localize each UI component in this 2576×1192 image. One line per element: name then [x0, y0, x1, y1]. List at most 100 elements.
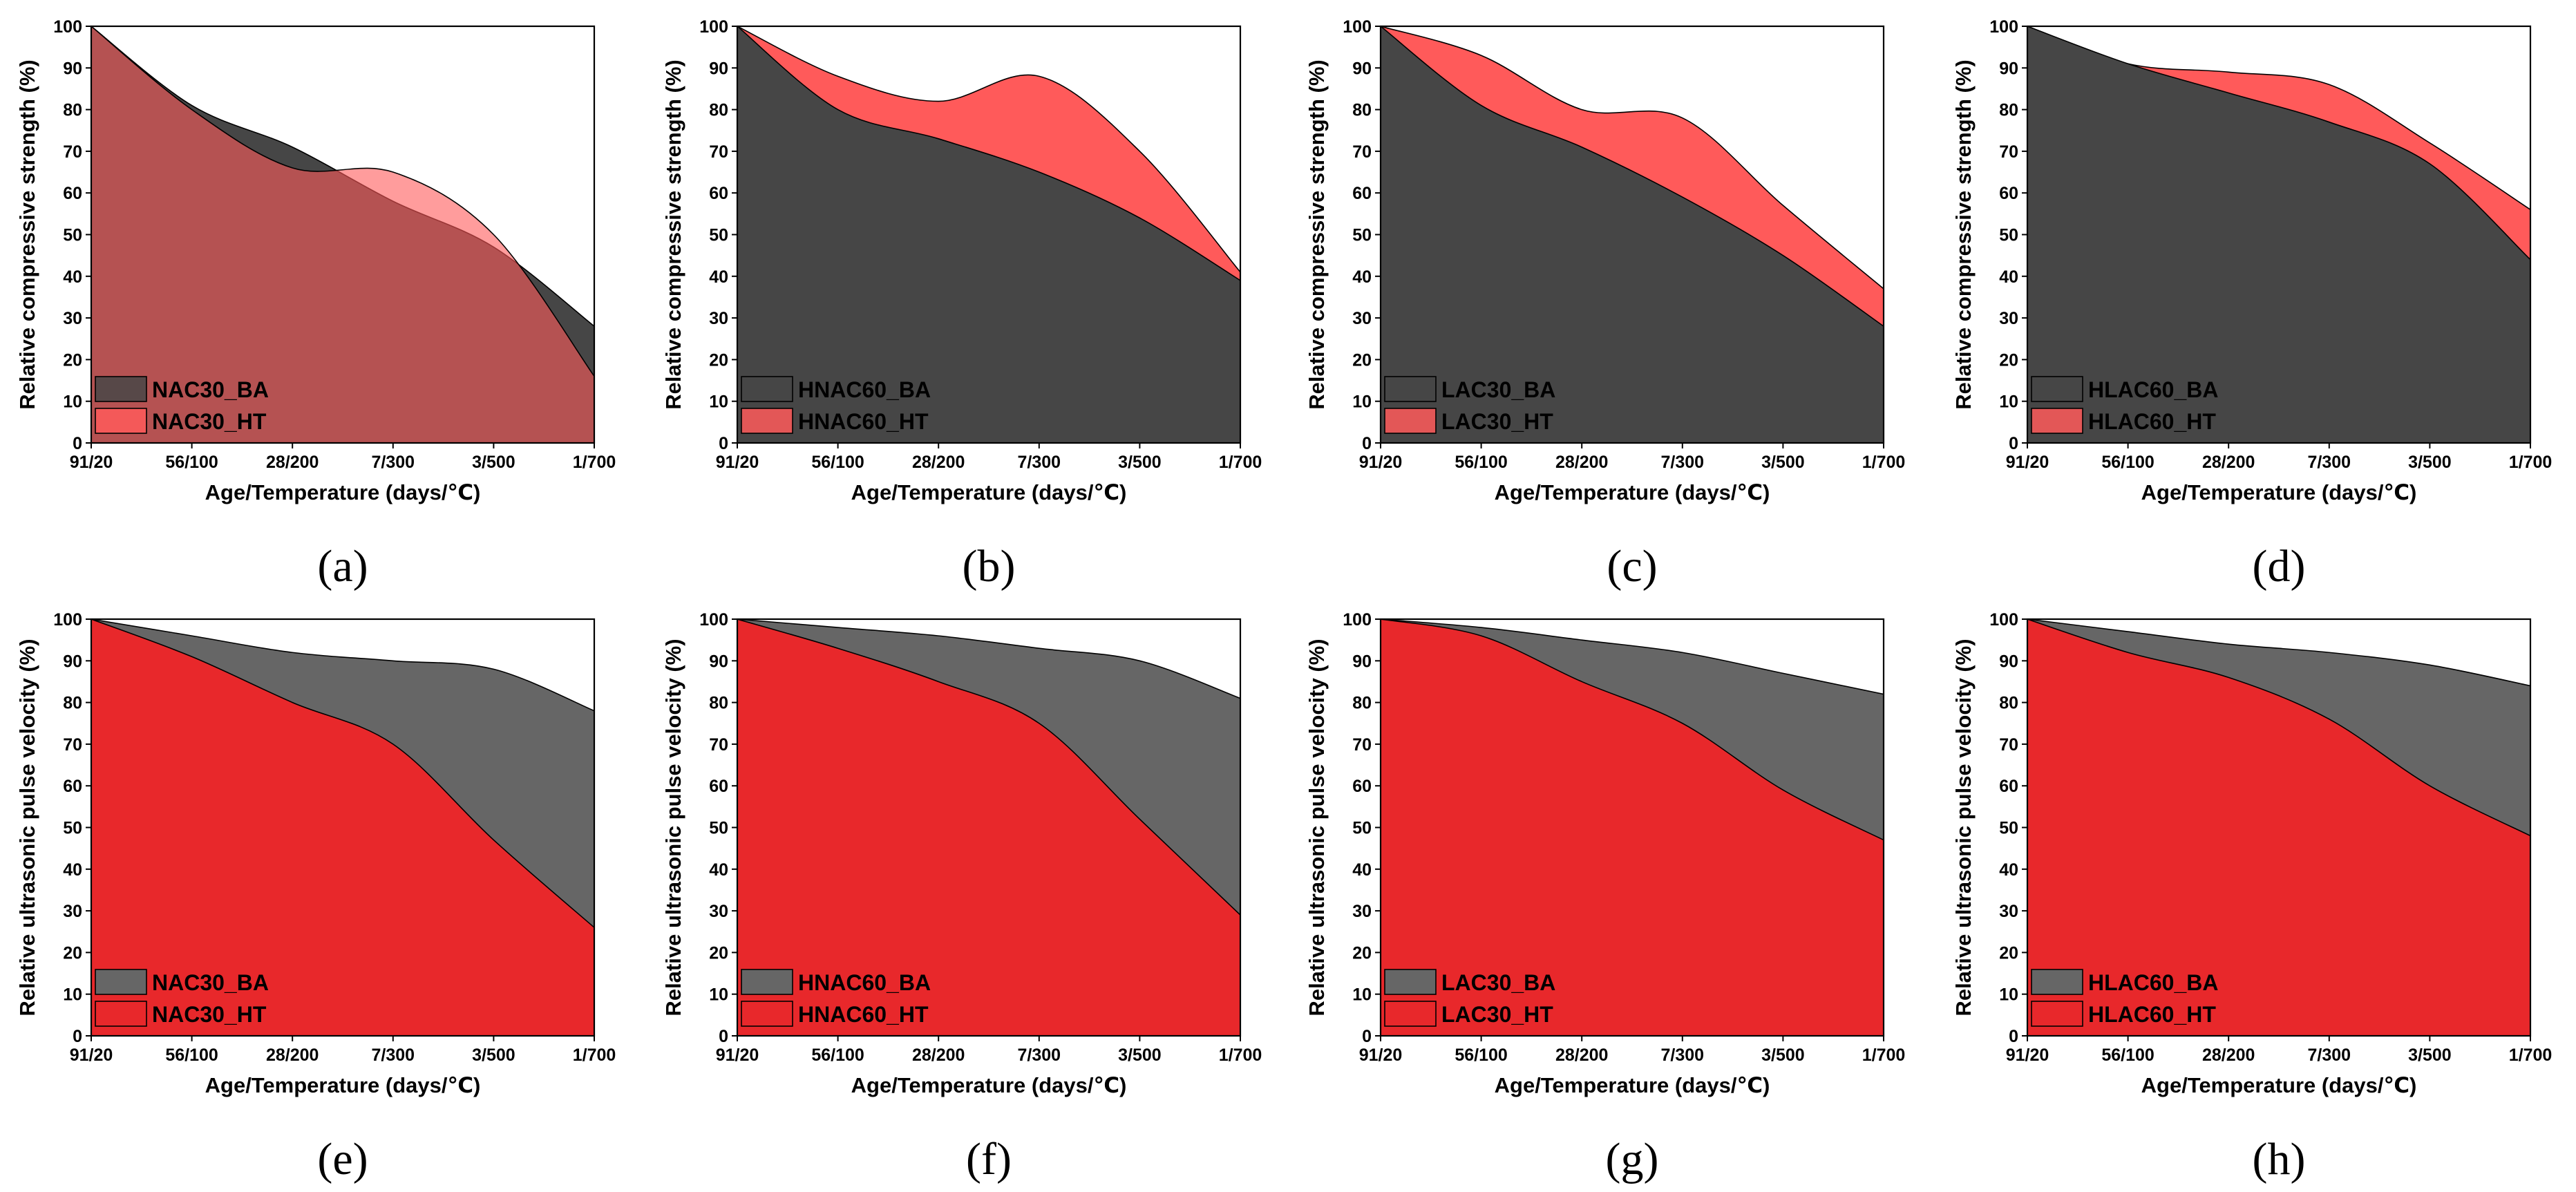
- x-tick-label: 3/500: [1761, 453, 1805, 472]
- chart-panel: 0 10 20 30 40 50 60 70 80 90 100 91/20 56/100 28/200 7…: [1951, 610, 2552, 1184]
- y-tick-label: 40: [1352, 267, 1372, 287]
- x-tick-label: 1/700: [2509, 453, 2553, 472]
- legend: NAC30_BA NAC30_HT: [95, 969, 269, 1027]
- y-tick-label: 70: [63, 142, 82, 162]
- y-axis-label: Relative compressive strength (%): [1305, 59, 1329, 410]
- chart-panel: 0 10 20 30 40 50 60 70 80 90 100 91/20 56/100 28/200 7…: [661, 17, 1262, 592]
- series-areas: [737, 619, 1240, 1036]
- x-tick-label: 3/500: [2408, 453, 2452, 472]
- legend-swatch: [1384, 376, 1437, 402]
- y-axis-label: Relative ultrasonic pulse velocity (%): [661, 638, 685, 1016]
- legend-label: LAC30_HT: [1441, 409, 1553, 434]
- x-tick-label: 1/700: [573, 453, 616, 472]
- y-tick-label: 70: [709, 735, 728, 755]
- y-tick-label: 60: [1352, 777, 1372, 796]
- y-tick-label: 20: [1999, 350, 2018, 370]
- x-tick-label: 3/500: [472, 453, 515, 472]
- x-tick-label: 7/300: [2308, 1046, 2351, 1065]
- y-tick-label: 80: [1999, 694, 2018, 713]
- y-tick-label: 0: [2009, 1027, 2018, 1046]
- y-tick-label: 30: [1352, 902, 1372, 921]
- x-tick-label: 56/100: [2101, 1046, 2154, 1065]
- series-areas: [737, 26, 1240, 443]
- y-tick-label: 50: [63, 226, 82, 245]
- y-tick-label: 80: [709, 694, 728, 713]
- y-tick-label: 30: [1999, 309, 2018, 328]
- y-tick-label: 90: [63, 59, 82, 78]
- legend-swatch: [741, 1001, 793, 1027]
- series-areas: [91, 26, 594, 443]
- y-tick-label: 40: [1999, 267, 2018, 287]
- legend-swatch: [1384, 969, 1437, 995]
- legend-swatch: [2031, 1001, 2083, 1027]
- y-tick-label: 60: [709, 777, 728, 796]
- legend-label: HLAC60_BA: [2088, 970, 2218, 995]
- y-tick-label: 20: [709, 943, 728, 963]
- legend-swatch: [2031, 969, 2083, 995]
- y-tick-label: 10: [63, 392, 82, 412]
- x-tick-label: 91/20: [2006, 1046, 2049, 1065]
- y-tick-label: 100: [53, 17, 82, 37]
- legend-swatch: [1384, 408, 1437, 434]
- legend-label: HNAC60_BA: [798, 970, 931, 995]
- y-tick-label: 30: [1999, 902, 2018, 921]
- x-tick-label: 1/700: [573, 1046, 616, 1065]
- legend-label: LAC30_HT: [1441, 1002, 1553, 1027]
- x-tick-label: 56/100: [811, 1046, 864, 1065]
- y-tick-label: 90: [63, 652, 82, 671]
- y-tick-label: 20: [709, 350, 728, 370]
- series-area-ba: [737, 26, 1240, 443]
- y-tick-label: 0: [73, 434, 82, 453]
- series-area-ba: [2027, 26, 2530, 443]
- panel-caption: (e): [317, 1134, 368, 1184]
- legend-label: NAC30_HT: [152, 1002, 267, 1027]
- y-tick-label: 80: [1352, 101, 1372, 120]
- y-tick-label: 20: [1352, 943, 1372, 963]
- y-tick-label: 90: [1999, 59, 2018, 78]
- legend-swatch: [741, 969, 793, 995]
- panel-caption: (f): [966, 1134, 1012, 1184]
- x-tick-label: 7/300: [2308, 453, 2351, 472]
- x-tick-label: 3/500: [1118, 1046, 1162, 1065]
- y-tick-label: 80: [1352, 694, 1372, 713]
- chart-panel: 0 10 20 30 40 50 60 70 80 90 100 91/20 56/100 28/200 7…: [661, 610, 1262, 1184]
- series-area-ht: [2027, 619, 2530, 1036]
- y-axis-label: Relative ultrasonic pulse velocity (%): [1951, 638, 1976, 1016]
- y-tick-label: 30: [63, 309, 82, 328]
- y-tick-label: 40: [709, 267, 728, 287]
- x-tick-label: 3/500: [1761, 1046, 1805, 1065]
- x-axis-label: Age/Temperature (days/℃): [1495, 480, 1770, 504]
- y-tick-label: 10: [1999, 392, 2018, 412]
- y-tick-label: 60: [1352, 184, 1372, 203]
- y-tick-label: 100: [1989, 17, 2018, 37]
- panel-caption: (a): [317, 541, 368, 592]
- y-tick-label: 100: [1343, 610, 1372, 630]
- legend-label: NAC30_HT: [152, 409, 267, 434]
- y-tick-label: 100: [699, 17, 728, 37]
- y-tick-label: 0: [719, 1027, 728, 1046]
- x-tick-label: 7/300: [1661, 1046, 1705, 1065]
- y-tick-label: 0: [2009, 434, 2018, 453]
- x-tick-label: 1/700: [1219, 1046, 1262, 1065]
- y-tick-label: 30: [1352, 309, 1372, 328]
- y-tick-label: 50: [63, 819, 82, 838]
- y-axis-label: Relative compressive strength (%): [661, 59, 685, 410]
- legend-swatch: [95, 408, 147, 434]
- legend-swatch: [1384, 1001, 1437, 1027]
- legend-label: HLAC60_BA: [2088, 377, 2218, 402]
- series-areas: [1381, 619, 1884, 1036]
- y-tick-label: 50: [1999, 819, 2018, 838]
- y-tick-label: 80: [709, 101, 728, 120]
- y-tick-label: 20: [63, 350, 82, 370]
- x-tick-label: 3/500: [2408, 1046, 2452, 1065]
- y-tick-label: 0: [719, 434, 728, 453]
- y-tick-label: 100: [1343, 17, 1372, 37]
- legend-swatch: [2031, 408, 2083, 434]
- legend: HLAC60_BA HLAC60_HT: [2031, 376, 2218, 434]
- x-tick-label: 28/200: [912, 453, 965, 472]
- series-area-ht: [737, 619, 1240, 1036]
- x-tick-label: 56/100: [165, 1046, 218, 1065]
- y-tick-label: 50: [1352, 819, 1372, 838]
- y-tick-label: 100: [1989, 610, 2018, 630]
- x-tick-label: 1/700: [1219, 453, 1262, 472]
